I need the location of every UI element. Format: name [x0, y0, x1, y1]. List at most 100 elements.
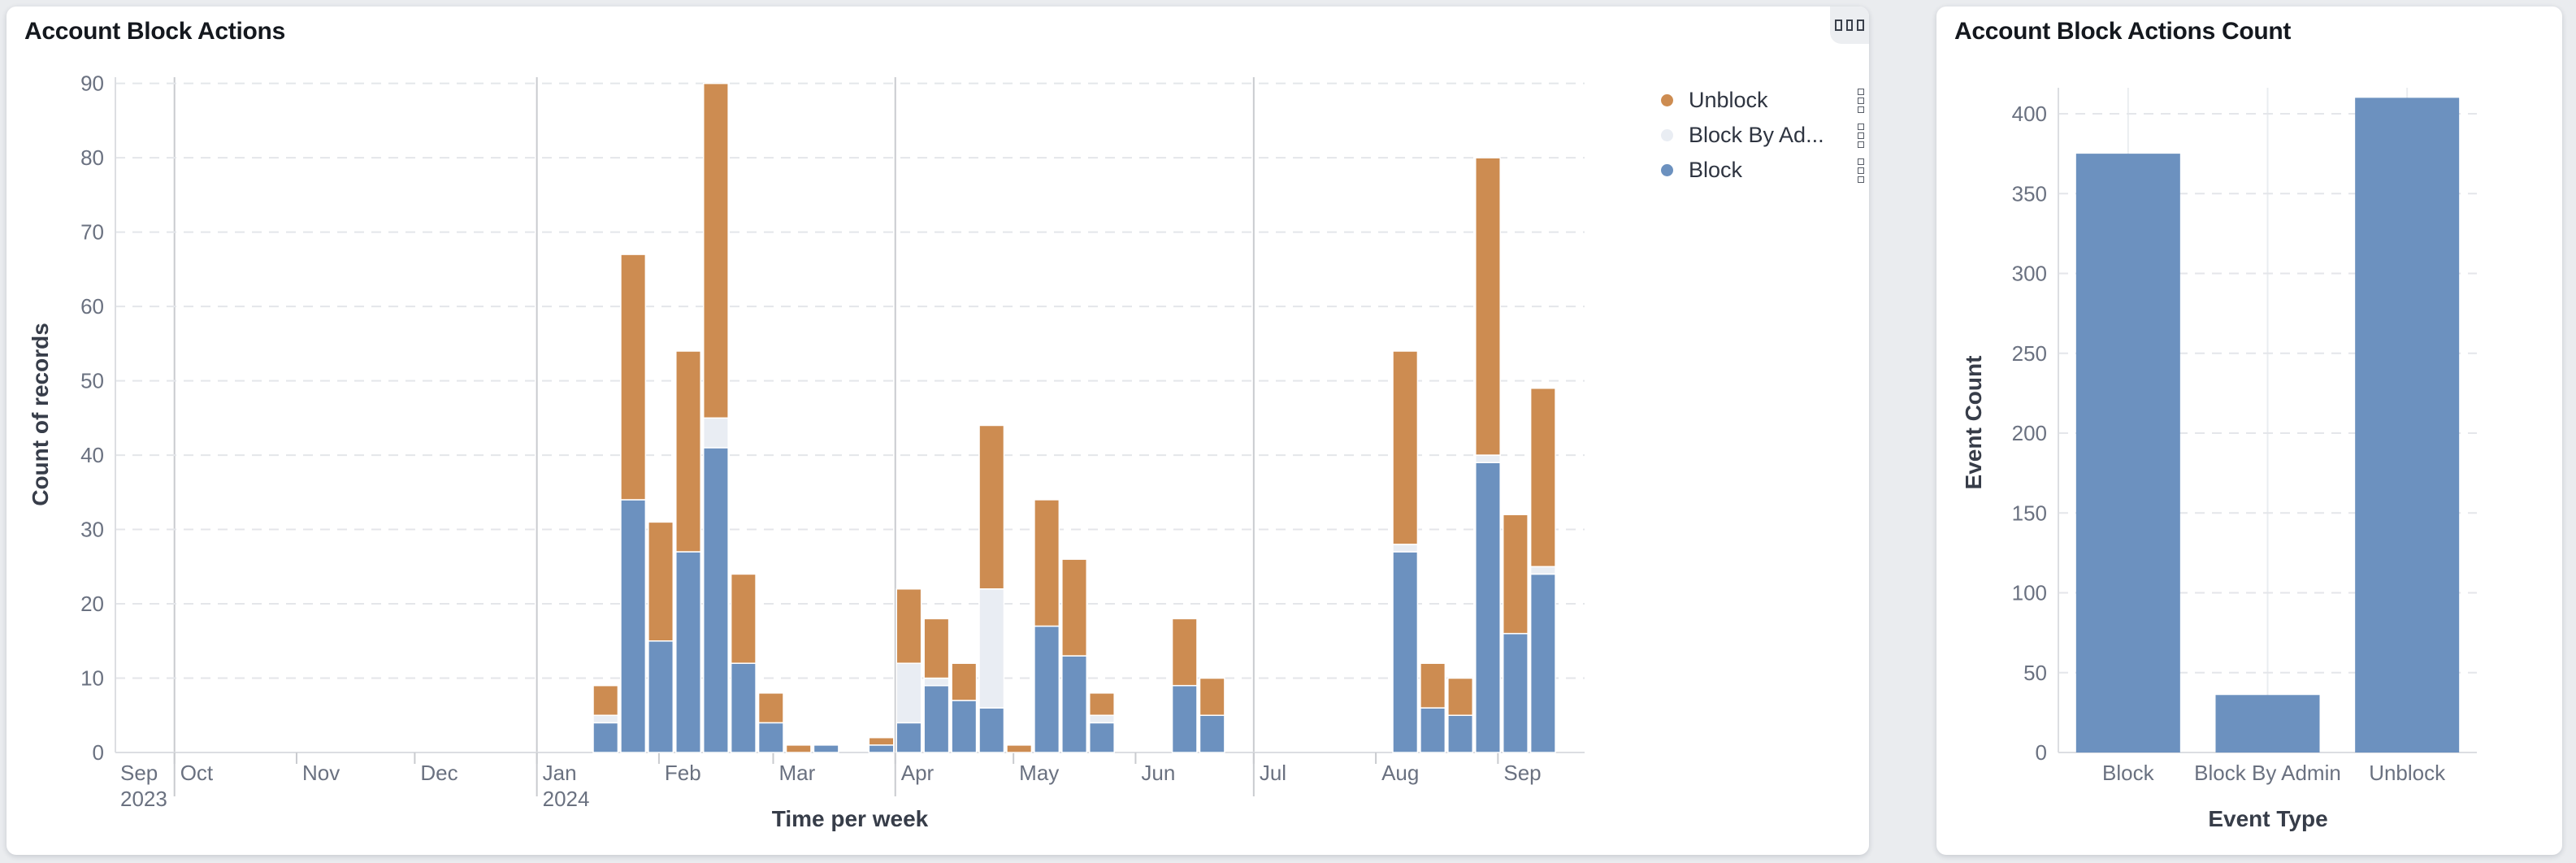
- legend-kebab-icon[interactable]: [1858, 158, 1864, 183]
- tick-label: 350: [2012, 181, 2047, 206]
- bar-segment-block[interactable]: [978, 707, 1005, 753]
- bar-segment-unblock[interactable]: [1061, 558, 1088, 657]
- bar-segment-block[interactable]: [1061, 655, 1088, 753]
- month-label: Jan: [543, 761, 577, 785]
- square-icon: [1835, 20, 1842, 31]
- bar-segment-block[interactable]: [592, 722, 619, 753]
- bar-unblock[interactable]: [2355, 98, 2460, 753]
- bar-segment-block[interactable]: [757, 722, 784, 753]
- bar-segment-admin[interactable]: [978, 588, 1005, 709]
- bar-segment-admin[interactable]: [1089, 714, 1115, 724]
- account-block-actions-count-chart: 0 50 100 150 200 250 300 350 400 Block Block By Ad…: [2012, 88, 2477, 785]
- category-label: Block: [2102, 761, 2155, 785]
- chart-legend: Unblock Block By Ad... Block: [1661, 83, 1864, 188]
- month-label: Oct: [180, 761, 214, 785]
- bar-segment-unblock[interactable]: [675, 350, 701, 553]
- bar-segment-block[interactable]: [923, 684, 950, 753]
- bar-segment-block[interactable]: [620, 499, 647, 753]
- bar-segment-block[interactable]: [951, 700, 978, 753]
- account-block-actions-card: 0 10 20 30 40 50 60 70 80 90 Oct Nov Dec Jan 2024 Feb Ma…: [7, 7, 1869, 855]
- bar-segment-admin[interactable]: [592, 714, 619, 724]
- bar-segment-admin[interactable]: [1475, 454, 1501, 463]
- legend-item-unblock[interactable]: Unblock: [1661, 83, 1864, 118]
- tick-label: 40: [80, 443, 104, 467]
- bar-segment-block[interactable]: [1089, 722, 1115, 753]
- bar-segment-unblock[interactable]: [978, 424, 1005, 590]
- bar-segment-block[interactable]: [1171, 684, 1198, 753]
- bar-segment-unblock[interactable]: [592, 684, 619, 717]
- bar-segment-unblock[interactable]: [1529, 387, 1556, 568]
- legend-kebab-icon[interactable]: [1858, 88, 1864, 113]
- bar-segment-block[interactable]: [1529, 573, 1556, 753]
- bar-segment-block[interactable]: [1475, 462, 1501, 753]
- tick-label: 20: [80, 592, 104, 616]
- bar-segment-admin[interactable]: [1392, 544, 1419, 553]
- bar-segment-block[interactable]: [1420, 707, 1446, 753]
- bar-segment-unblock[interactable]: [1392, 350, 1419, 545]
- legend-item-block-by-ad[interactable]: Block By Ad...: [1661, 118, 1864, 153]
- bar-segment-block[interactable]: [1392, 551, 1419, 753]
- bar-segment-unblock[interactable]: [620, 254, 647, 501]
- category-label: Block By Admin: [2194, 761, 2341, 785]
- legend-label: Unblock: [1689, 88, 1768, 112]
- bar-segment-admin[interactable]: [896, 662, 922, 724]
- tick-label: 0: [2036, 740, 2047, 765]
- month-label: Sep: [120, 761, 158, 785]
- bar-segment-unblock[interactable]: [1006, 744, 1033, 753]
- bar-segment-block[interactable]: [1447, 714, 1474, 753]
- bar-segment-unblock[interactable]: [1089, 692, 1115, 717]
- tick-label: 60: [80, 294, 104, 319]
- bar-segment-block[interactable]: [1199, 714, 1225, 753]
- tick-label: 50: [2023, 661, 2047, 685]
- tick-label: 100: [2012, 581, 2047, 605]
- bar-segment-unblock[interactable]: [702, 82, 729, 419]
- tick-label: 300: [2012, 262, 2047, 286]
- legend-label: Block: [1689, 158, 1743, 182]
- month-label: Jun: [1141, 761, 1175, 785]
- month-label: Jul: [1260, 761, 1286, 785]
- bar-segment-block[interactable]: [648, 640, 674, 753]
- bar-segment-block[interactable]: [896, 722, 922, 753]
- bar-segment-block[interactable]: [730, 662, 757, 753]
- bar-segment-unblock[interactable]: [648, 521, 674, 642]
- bar-segment-unblock[interactable]: [1475, 157, 1501, 456]
- left-chart-title: Account Block Actions: [24, 18, 285, 45]
- bar-segment-unblock[interactable]: [896, 588, 922, 664]
- bar-block[interactable]: [2075, 154, 2180, 752]
- year-label: 2023: [120, 787, 167, 811]
- bar-segment-unblock[interactable]: [923, 618, 950, 679]
- legend-color-dot: [1661, 94, 1673, 106]
- account-block-actions-count-card: 0 50 100 150 200 250 300 350 400 Block Block By Ad…: [1936, 7, 2562, 855]
- bar-segment-unblock[interactable]: [868, 736, 895, 746]
- bar-segment-unblock[interactable]: [1199, 677, 1225, 717]
- legend-item-block[interactable]: Block: [1661, 153, 1864, 188]
- bar-segment-block[interactable]: [702, 447, 729, 753]
- month-label: Sep: [1503, 761, 1541, 785]
- bar-segment-admin[interactable]: [702, 417, 729, 449]
- bar-segment-block[interactable]: [1502, 632, 1529, 753]
- legend-kebab-icon[interactable]: [1858, 123, 1864, 148]
- bar-segment-unblock[interactable]: [1502, 514, 1529, 635]
- bar-segment-block[interactable]: [813, 744, 839, 753]
- category-label: Unblock: [2369, 761, 2446, 785]
- month-label: Apr: [901, 761, 935, 785]
- bar-segment-unblock[interactable]: [1034, 499, 1060, 627]
- left-y-axis-title: Count of records: [28, 323, 53, 506]
- bar-segment-admin[interactable]: [1529, 566, 1556, 575]
- bar-segment-unblock[interactable]: [1420, 662, 1446, 709]
- bar-block-by-admin[interactable]: [2215, 695, 2320, 752]
- bar-segment-block[interactable]: [1034, 625, 1060, 753]
- left-x-axis-title: Time per week: [771, 806, 929, 831]
- bar-segment-block[interactable]: [868, 744, 895, 753]
- bar-segment-admin[interactable]: [923, 677, 950, 687]
- legend-color-dot: [1661, 129, 1673, 141]
- bar-segment-unblock[interactable]: [951, 662, 978, 701]
- chart-options-button[interactable]: [1830, 7, 1869, 44]
- bar-segment-unblock[interactable]: [730, 573, 757, 664]
- bar-segment-unblock[interactable]: [785, 744, 812, 753]
- bar-segment-block[interactable]: [675, 551, 701, 753]
- bar-segment-unblock[interactable]: [757, 692, 784, 724]
- bar-segment-unblock[interactable]: [1447, 677, 1474, 717]
- bar-segment-unblock[interactable]: [1171, 618, 1198, 687]
